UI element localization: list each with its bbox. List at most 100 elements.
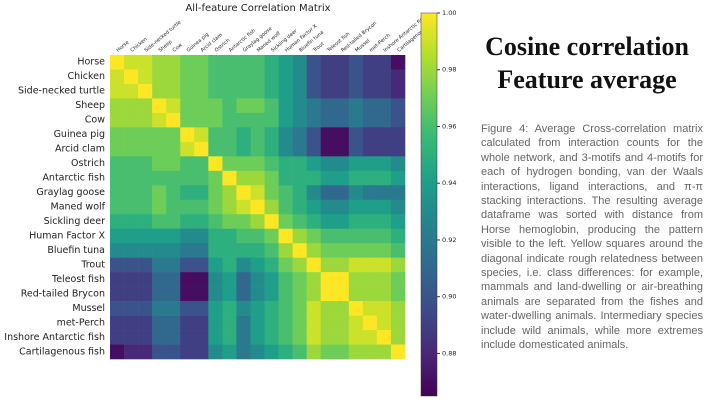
heatmap-cell [110, 344, 125, 360]
heatmap-cell [110, 330, 125, 345]
y-tick-label: Human Factor X [29, 230, 105, 241]
heatmap-cell [166, 199, 181, 215]
heatmap-cell [138, 83, 153, 99]
heatmap-cell [124, 243, 139, 258]
heatmap-cell [306, 199, 322, 215]
y-tick-label: Inshore Antarctic fish [4, 332, 105, 343]
heatmap-cell [390, 344, 406, 360]
heatmap-cell [348, 141, 364, 157]
chart-title: All-feature Correlation Matrix [185, 3, 330, 14]
heatmap-cell [166, 315, 181, 331]
y-tick-label: Mussel [72, 303, 105, 314]
heatmap-cell [362, 112, 378, 128]
heatmap-cell [138, 315, 153, 331]
y-tick-label: Sickling deer [44, 216, 105, 227]
heatmap-cell [250, 170, 265, 186]
heatmap-cell [390, 141, 406, 157]
heatmap-cell [152, 214, 167, 230]
heatmap-cell [250, 214, 265, 230]
heatmap-cell [194, 55, 209, 70]
heatmap-cell [334, 199, 350, 215]
heatmap-cell [166, 272, 181, 287]
heatmap-cell [292, 330, 307, 345]
heatmap-cell [208, 83, 223, 99]
heatmap-cell [348, 112, 364, 128]
heatmap-cell [110, 55, 125, 70]
heatmap-cell [376, 83, 392, 99]
heatmap-cell [208, 98, 223, 114]
heatmap-cell [334, 98, 350, 114]
heatmap-cell [264, 286, 279, 302]
heatmap-cell [264, 141, 279, 157]
heatmap-cell [124, 286, 139, 302]
heatmap-cell [278, 301, 293, 316]
heatmap-cell [320, 170, 336, 186]
heatmap-cell [334, 127, 350, 143]
heatmap-cell [138, 156, 153, 172]
heatmap-cell [208, 199, 223, 215]
heatmap-cell [362, 185, 378, 201]
heatmap-cell [390, 127, 406, 143]
heatmap-cell [306, 55, 322, 70]
heatmap-cell [124, 301, 139, 316]
y-tick-label: Ostrich [71, 158, 105, 169]
heatmap-cell [306, 243, 322, 258]
heatmap-cell [292, 112, 307, 128]
heatmap-cell [320, 330, 336, 345]
y-tick-label: Chicken [67, 71, 105, 82]
heatmap-cell [180, 69, 195, 85]
heatmap-cell [180, 55, 195, 70]
heatmap-cell [390, 228, 406, 244]
heatmap-cell [362, 344, 378, 360]
heatmap-cell [278, 315, 293, 331]
heatmap-cell [320, 315, 336, 331]
heatmap-cell [334, 330, 350, 345]
heatmap-cell [292, 315, 307, 331]
heatmap-cell [236, 83, 251, 99]
y-tick-label: met-Perch [57, 317, 105, 328]
heatmap-cell [110, 156, 125, 172]
heatmap-cell [110, 98, 125, 114]
heatmap-cell [166, 127, 181, 143]
heatmap-cell [222, 55, 237, 70]
heatmap-cell [390, 83, 406, 99]
heatmap-cell [152, 315, 167, 331]
heatmap-cell [334, 55, 350, 70]
heatmap-cell [250, 199, 265, 215]
heatmap-cell [250, 344, 265, 360]
heatmap-cell [138, 272, 153, 287]
heatmap-cell [166, 185, 181, 201]
heatmap-cell [348, 301, 364, 316]
heatmap-cell [278, 257, 293, 273]
heatmap-cell [334, 301, 350, 316]
heatmap-cell [222, 286, 237, 302]
heatmap-cell [306, 69, 322, 85]
heatmap-cell [334, 112, 350, 128]
heatmap-cell [166, 141, 181, 157]
heatmap-cell [362, 243, 378, 258]
heatmap-cell [292, 156, 307, 172]
heatmap-cell [292, 141, 307, 157]
colorbar-tick-label: 0.98 [442, 66, 456, 74]
heatmap-cell [194, 272, 209, 287]
heatmap-cell [264, 330, 279, 345]
heatmap-cell [348, 83, 364, 99]
heatmap-cell [334, 243, 350, 258]
heatmap-cell [110, 127, 125, 143]
heatmap-cell [194, 243, 209, 258]
heatmap-cell [236, 243, 251, 258]
heatmap-cell [362, 127, 378, 143]
heatmap-cell [166, 301, 181, 316]
heatmap-cell [138, 185, 153, 201]
heatmap-cell [138, 286, 153, 302]
heatmap-cell [250, 315, 265, 331]
colorbar-tick-label: 0.92 [442, 236, 456, 244]
heatmap-cell [320, 243, 336, 258]
heatmap-cell [194, 170, 209, 186]
heatmap-cell [236, 330, 251, 345]
heatmap-cell [278, 69, 293, 85]
heatmap-cell [208, 272, 223, 287]
heatmap-cell [250, 69, 265, 85]
heatmap-cell [138, 69, 153, 85]
heatmap-cell [110, 69, 125, 85]
